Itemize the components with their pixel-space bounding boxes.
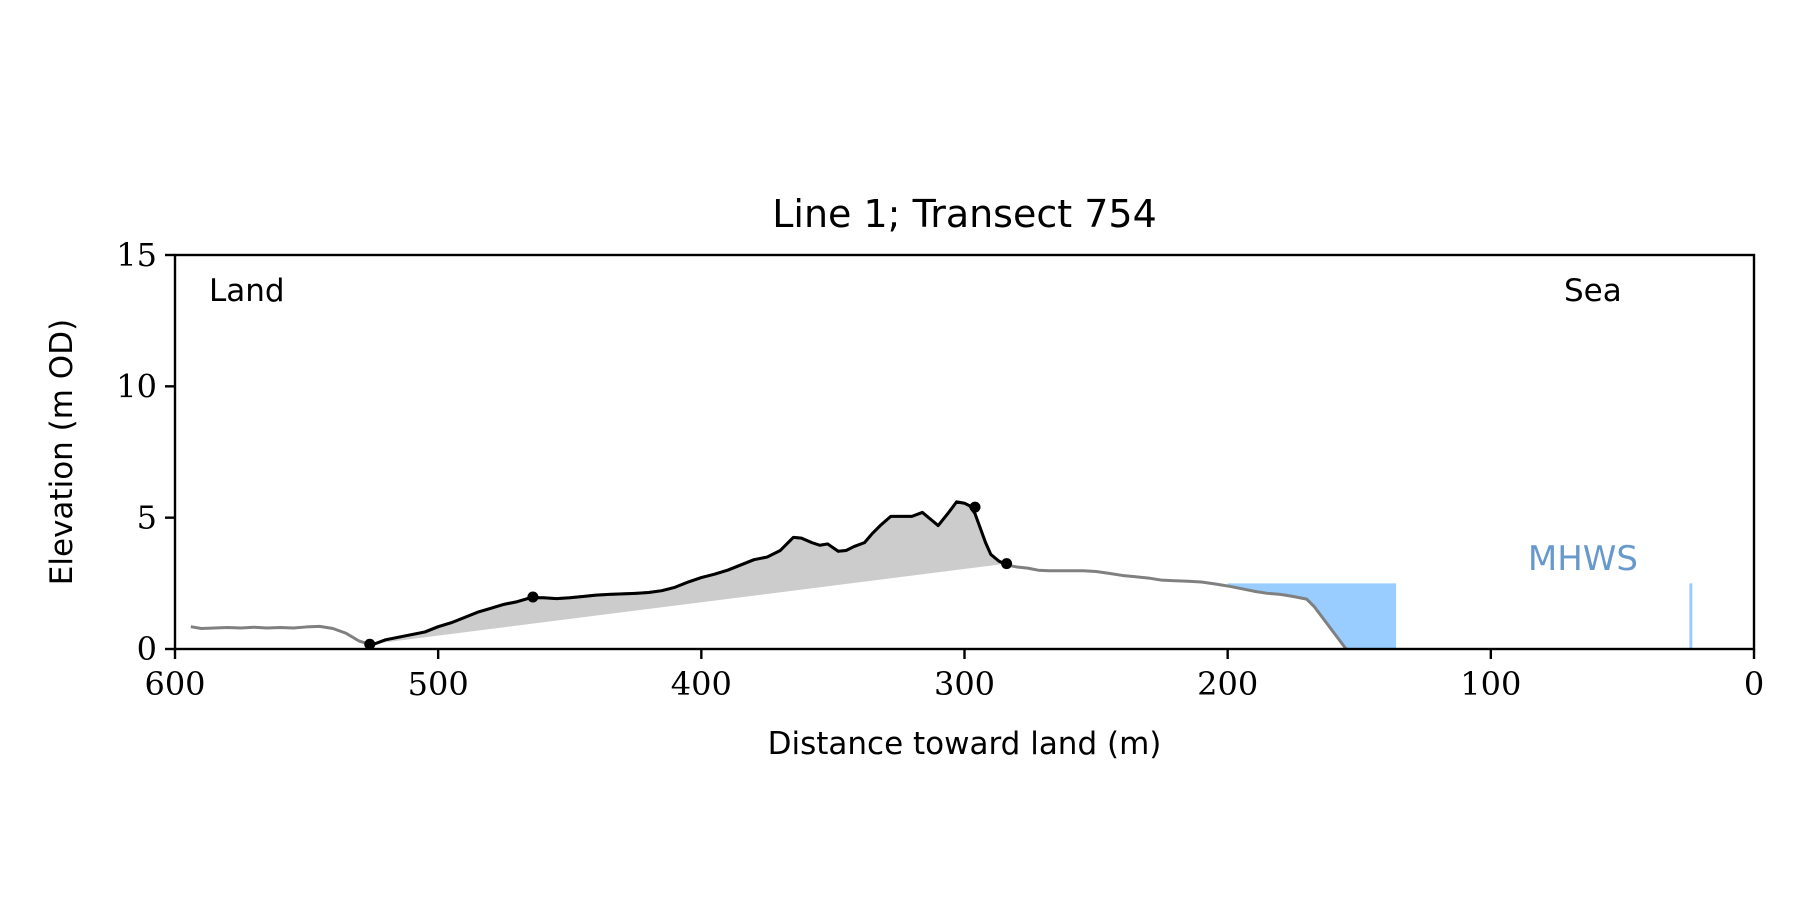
y-axis-label: Elevation (m OD) (44, 319, 80, 585)
x-tick-label-0: 0 (1744, 665, 1764, 703)
dune-point-0 (364, 638, 376, 650)
dune-fill-area (369, 501, 1007, 645)
x-tick-label-500: 500 (408, 665, 469, 703)
tick-layer: 600 500 400 300 200 100 0 0 5 10 15 (116, 236, 1764, 703)
y-tick-label-5: 5 (137, 499, 157, 537)
x-axis-label: Distance toward land (m) (768, 726, 1162, 762)
mhws-label: MHWS (1528, 539, 1638, 579)
plot-frame (173, 253, 1756, 651)
y-tick-label-15: 15 (116, 236, 157, 274)
point-layer (364, 501, 1013, 650)
dune-line (369, 500, 1008, 646)
x-tick-label-600: 600 (144, 665, 205, 703)
dune-point-3 (1001, 558, 1013, 570)
land-label: Land (209, 273, 285, 309)
y-tick-label-0: 0 (137, 630, 157, 668)
chart-title: Line 1; Transect 754 (772, 192, 1157, 236)
x-tick-label-200: 200 (1197, 665, 1258, 703)
x-tick-label-100: 100 (1460, 665, 1521, 703)
fill-layer (369, 501, 1397, 649)
x-tick-label-300: 300 (934, 665, 995, 703)
water-fill-area (1227, 583, 1397, 649)
dune-point-2 (969, 501, 981, 513)
line-layer (190, 500, 1693, 650)
y-tick-label-10: 10 (116, 367, 157, 405)
dune-point-1 (527, 591, 539, 603)
x-tick-label-400: 400 (671, 665, 732, 703)
sea-label: Sea (1564, 273, 1622, 309)
